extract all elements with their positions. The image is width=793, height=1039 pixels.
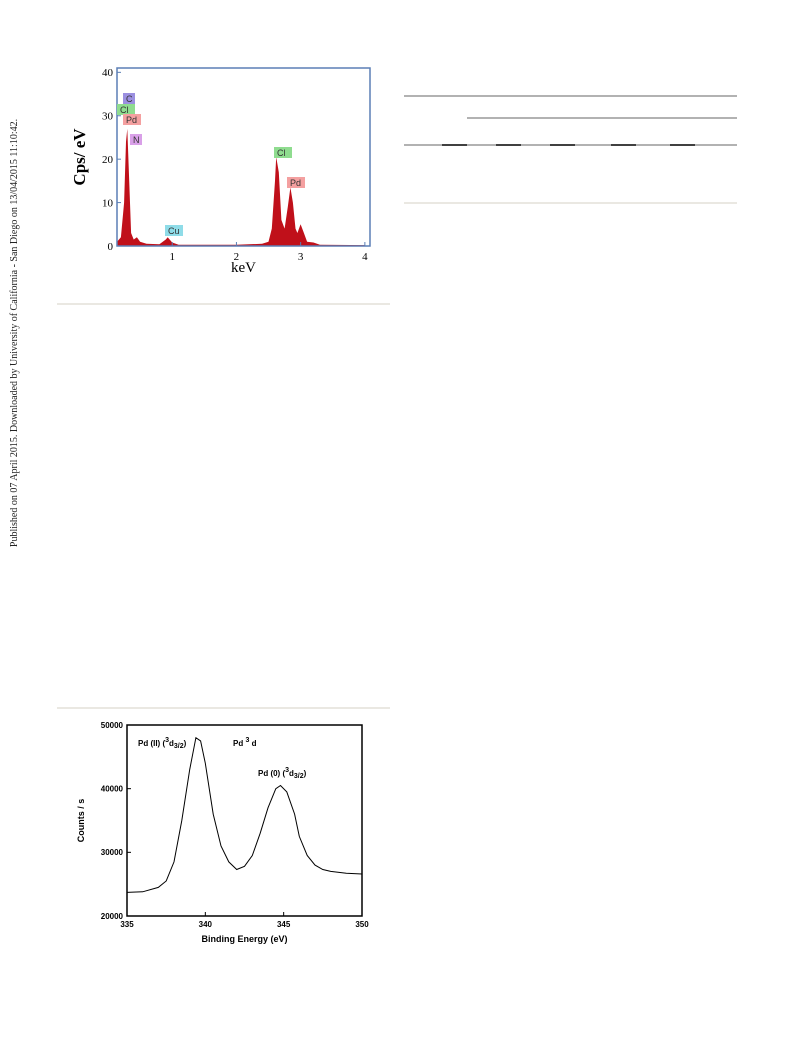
y-tick-label: 20000 xyxy=(101,912,124,921)
annotation-part: Pd (II) ( xyxy=(138,739,165,748)
y-axis-label: Cps/ eV xyxy=(70,128,89,186)
annotation-part: 3 xyxy=(165,737,169,744)
peak-label-box xyxy=(123,114,141,125)
peak-label: Cu xyxy=(168,226,180,236)
peak-label-box xyxy=(130,134,142,145)
x-tick-label: 3 xyxy=(298,251,304,263)
annotation-part: d xyxy=(249,739,256,748)
x-tick-label: 340 xyxy=(199,920,213,929)
x-axis-label: Binding Energy (eV) xyxy=(201,934,287,944)
x-tick-label: 350 xyxy=(355,920,369,929)
y-tick-label: 30000 xyxy=(101,848,124,857)
peak-label-box xyxy=(117,104,135,115)
annotation-part: ) xyxy=(184,739,187,748)
plot-frame xyxy=(126,724,363,917)
annotation: Pd (0) (3d3/2) xyxy=(258,767,307,780)
plot-frame xyxy=(116,67,371,247)
annotation-part: d xyxy=(169,739,174,748)
x-tick-label: 345 xyxy=(277,920,291,929)
peak-label-box xyxy=(274,147,292,158)
annotation-part: ) xyxy=(304,769,307,778)
y-tick-label: 10 xyxy=(102,197,114,209)
annotation-part: d xyxy=(289,769,294,778)
annotation: Pd (II) (3d3/2) xyxy=(138,737,187,750)
peak-label-box xyxy=(287,177,305,188)
annotation: Pd 3 d xyxy=(233,737,257,748)
peak-label: Cl xyxy=(120,105,129,115)
annotation-part: 3/2 xyxy=(294,773,304,780)
area xyxy=(117,128,365,246)
y-tick-label: 40000 xyxy=(101,784,124,793)
x-axis-label: keV xyxy=(231,260,256,276)
annotation-part: 3 xyxy=(285,767,289,774)
annotation-part: Pd xyxy=(233,739,245,748)
annotation-part: Pd (0) ( xyxy=(258,769,285,778)
peak-label-box xyxy=(123,93,135,104)
peak-label-box xyxy=(165,225,183,236)
y-tick-label: 30 xyxy=(102,111,114,123)
sidebar-text: Published on 07 April 2015. Downloaded b… xyxy=(9,119,20,547)
peak-label: N xyxy=(133,135,140,145)
line xyxy=(126,736,363,893)
x-tick-label: 335 xyxy=(120,920,134,929)
x-tick-label: 4 xyxy=(362,251,368,263)
y-tick-label: 0 xyxy=(108,241,114,253)
peak-label: C xyxy=(126,94,133,104)
x-tick-label: 2 xyxy=(234,251,240,263)
y-tick-label: 20 xyxy=(102,154,114,166)
annotation-part: 3/2 xyxy=(174,743,184,750)
y-tick-label: 50000 xyxy=(101,721,124,730)
x-tick-label: 1 xyxy=(169,251,175,263)
annotation-part: 3 xyxy=(245,737,249,744)
peak-label: Pd xyxy=(126,115,137,125)
y-axis-label: Counts / s xyxy=(76,799,86,843)
y-tick-label: 40 xyxy=(102,67,114,79)
peak-label: Cl xyxy=(277,148,286,158)
peak-label: Pd xyxy=(290,178,301,188)
